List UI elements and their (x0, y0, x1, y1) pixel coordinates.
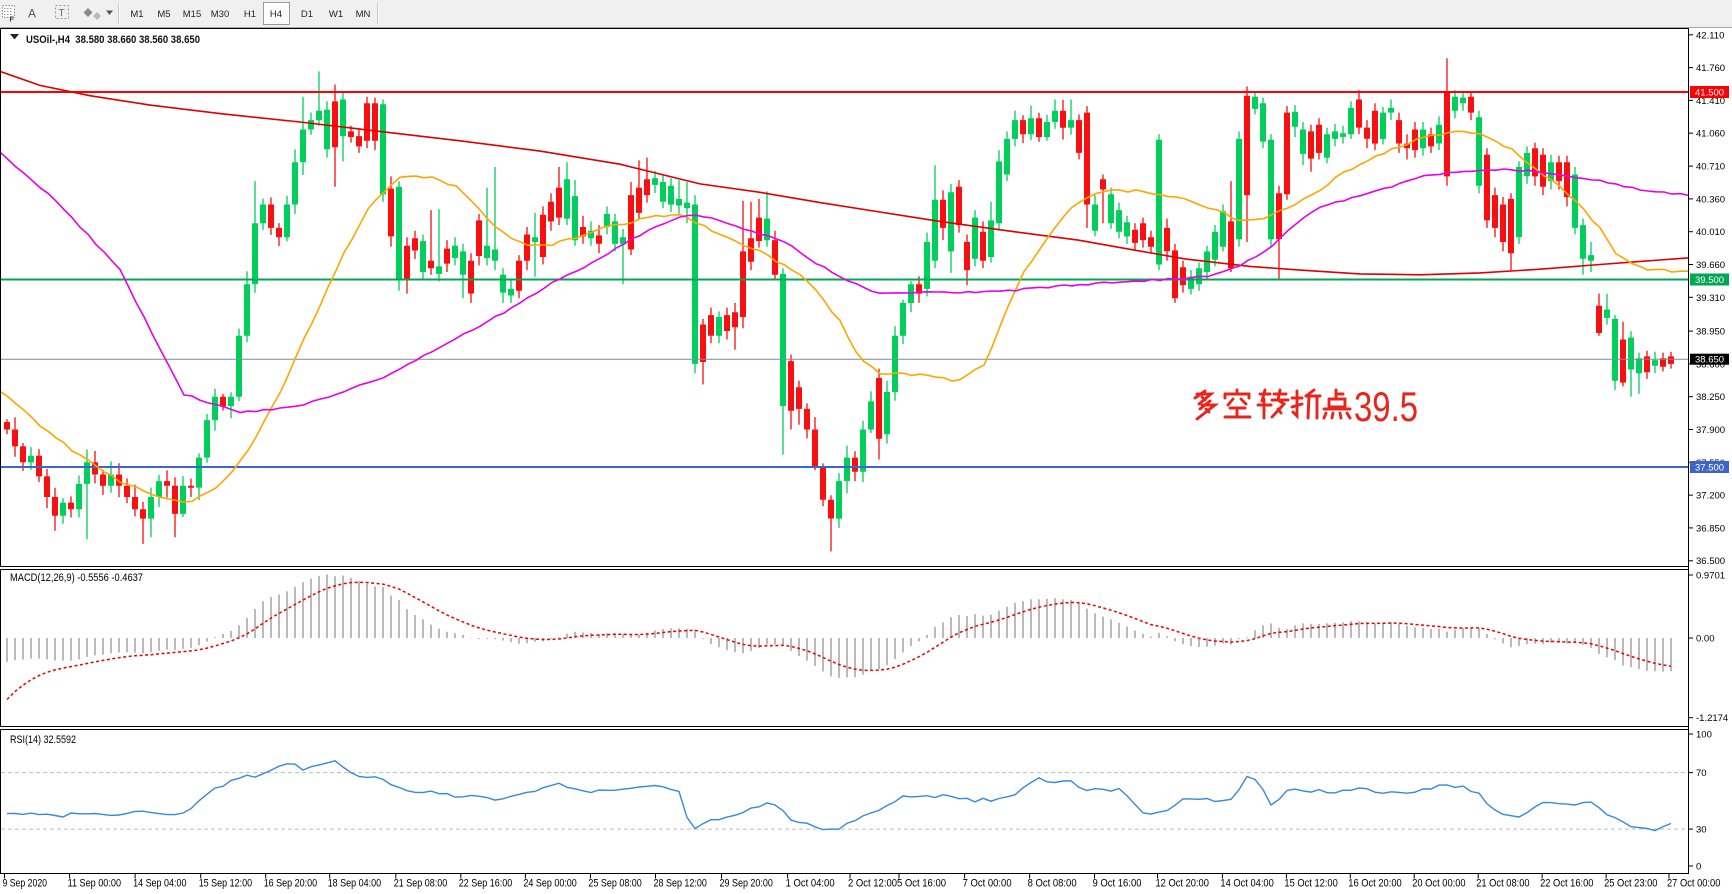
svg-text:40.360: 40.360 (1696, 194, 1725, 205)
svg-text:37.200: 37.200 (1696, 491, 1725, 502)
svg-text:USOil-,H4 38.580 38.660 38.56: USOil-,H4 38.580 38.660 38.560 38.650 (26, 34, 200, 46)
svg-text:16 Sep 20:00: 16 Sep 20:00 (264, 878, 317, 890)
svg-text:25 Sep 08:00: 25 Sep 08:00 (588, 878, 641, 890)
svg-text:39.660: 39.660 (1696, 260, 1725, 271)
svg-text:11 Sep 00:00: 11 Sep 00:00 (68, 878, 121, 890)
svg-text:M1: M1 (130, 9, 143, 20)
svg-text:F: F (10, 17, 15, 24)
svg-text:RSI(14) 32.5592: RSI(14) 32.5592 (10, 734, 76, 746)
svg-text:16 Oct 20:00: 16 Oct 20:00 (1348, 878, 1401, 890)
svg-text:0.9701: 0.9701 (1696, 571, 1725, 582)
svg-text:H1: H1 (244, 9, 256, 20)
svg-text:38.250: 38.250 (1696, 392, 1725, 403)
svg-text:39.5: 39.5 (1354, 383, 1418, 430)
svg-text:22 Oct 16:00: 22 Oct 16:00 (1540, 878, 1593, 890)
svg-text:1 Oct 04:00: 1 Oct 04:00 (786, 878, 835, 890)
svg-text:41.060: 41.060 (1696, 129, 1725, 140)
svg-text:39.310: 39.310 (1696, 293, 1725, 304)
svg-text:14 Oct 04:00: 14 Oct 04:00 (1220, 878, 1273, 890)
svg-text:40.010: 40.010 (1696, 227, 1725, 238)
svg-text:21 Sep 08:00: 21 Sep 08:00 (394, 878, 447, 890)
svg-text:5 Oct 16:00: 5 Oct 16:00 (897, 878, 946, 890)
svg-text:20 Oct 00:00: 20 Oct 00:00 (1412, 878, 1465, 890)
svg-text:21 Oct 08:00: 21 Oct 08:00 (1476, 878, 1529, 890)
svg-text:24 Sep 00:00: 24 Sep 00:00 (523, 878, 576, 890)
svg-text:42.110: 42.110 (1696, 30, 1724, 41)
svg-text:D1: D1 (301, 9, 313, 20)
svg-text:38.950: 38.950 (1696, 327, 1725, 338)
svg-text:36.850: 36.850 (1696, 523, 1725, 534)
svg-text:12 Oct 20:00: 12 Oct 20:00 (1156, 878, 1209, 890)
svg-text:W1: W1 (329, 9, 343, 20)
svg-text:38.600: 38.600 (1696, 359, 1725, 370)
svg-text:70: 70 (1696, 768, 1707, 779)
svg-text:9 Sep 2020: 9 Sep 2020 (3, 878, 48, 890)
svg-text:14 Sep 04:00: 14 Sep 04:00 (133, 878, 186, 890)
svg-text:28 Sep 12:00: 28 Sep 12:00 (654, 878, 707, 890)
svg-text:37.900: 37.900 (1696, 425, 1725, 436)
svg-text:M15: M15 (183, 9, 201, 20)
svg-text:18 Sep 04:00: 18 Sep 04:00 (328, 878, 381, 890)
svg-text:40.710: 40.710 (1696, 162, 1725, 173)
svg-text:7 Oct 00:00: 7 Oct 00:00 (963, 878, 1012, 890)
svg-text:41.410: 41.410 (1696, 96, 1725, 107)
svg-text:39.500: 39.500 (1695, 275, 1724, 286)
svg-text:100: 100 (1696, 730, 1712, 741)
svg-text:H4: H4 (270, 9, 282, 20)
svg-text:36.500: 36.500 (1696, 556, 1725, 567)
svg-text:2 Oct 12:00: 2 Oct 12:00 (848, 878, 897, 890)
svg-text:38.650: 38.650 (1695, 355, 1724, 366)
svg-text:15 Oct 12:00: 15 Oct 12:00 (1284, 878, 1337, 890)
svg-text:37.500: 37.500 (1695, 463, 1724, 474)
svg-text:30: 30 (1696, 825, 1707, 836)
svg-text:MN: MN (356, 9, 371, 20)
svg-text:-1.2174: -1.2174 (1696, 713, 1728, 724)
svg-text:41.500: 41.500 (1695, 88, 1724, 99)
svg-text:29 Sep 20:00: 29 Sep 20:00 (720, 878, 773, 890)
svg-text:22 Sep 16:00: 22 Sep 16:00 (459, 878, 512, 890)
svg-text:M30: M30 (211, 9, 229, 20)
svg-text:MACD(12,26,9) -0.5556 -0.4637: MACD(12,26,9) -0.5556 -0.4637 (10, 572, 143, 584)
svg-text:27 Oct 00:00: 27 Oct 00:00 (1667, 878, 1720, 890)
svg-text:M5: M5 (157, 9, 170, 20)
svg-text:9 Oct 16:00: 9 Oct 16:00 (1093, 878, 1142, 890)
svg-text:25 Oct 23:00: 25 Oct 23:00 (1604, 878, 1657, 890)
svg-text:T: T (59, 8, 65, 19)
svg-text:0.00: 0.00 (1696, 634, 1715, 645)
svg-text:A: A (28, 7, 36, 21)
svg-text:41.760: 41.760 (1696, 63, 1725, 74)
svg-text:15 Sep 12:00: 15 Sep 12:00 (199, 878, 252, 890)
svg-text:8 Oct 08:00: 8 Oct 08:00 (1028, 878, 1077, 890)
svg-text:0: 0 (1696, 862, 1701, 873)
